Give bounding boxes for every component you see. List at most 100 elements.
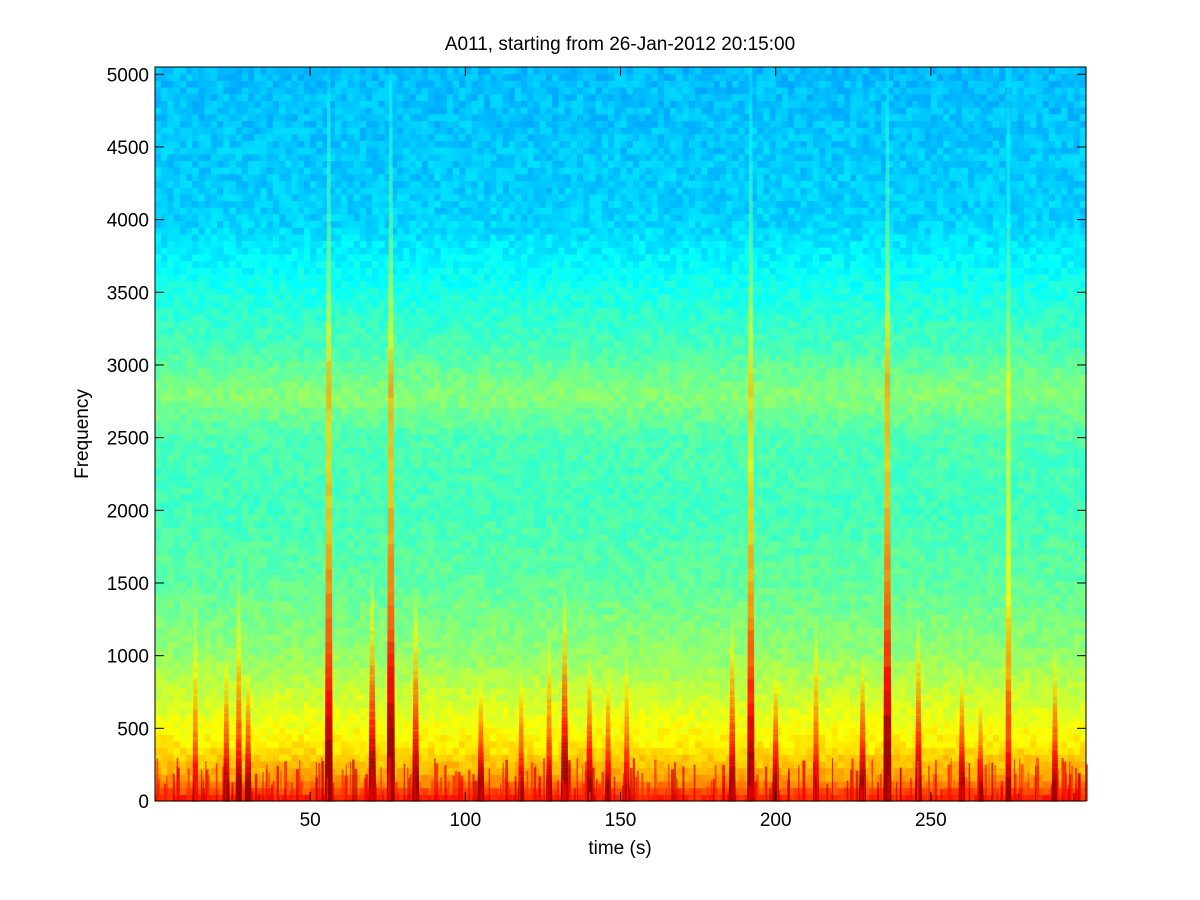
- heatmap-cell: [415, 380, 423, 388]
- heatmap-cell: [179, 133, 187, 141]
- heatmap-cell: [403, 67, 411, 75]
- heatmap-cell: [303, 127, 311, 135]
- heatmap-cell: [378, 687, 386, 695]
- heatmap-cell: [279, 333, 286, 342]
- heatmap-cell: [341, 680, 349, 689]
- heatmap-cell: [285, 620, 293, 629]
- heatmap-cell: [210, 120, 218, 128]
- heatmap-cell: [403, 434, 411, 442]
- heatmap-cell: [254, 634, 262, 642]
- heatmap-cell: [210, 93, 218, 101]
- heatmap-cell: [421, 660, 429, 669]
- heatmap-cell: [248, 500, 255, 508]
- heatmap-cell: [235, 207, 243, 215]
- heatmap-cell: [334, 434, 342, 442]
- heatmap-cell: [390, 253, 398, 262]
- heatmap-cell: [179, 240, 187, 248]
- heatmap-cell: [279, 687, 286, 695]
- heatmap-cell: [403, 260, 411, 268]
- heatmap-cell: [285, 527, 293, 535]
- heatmap-cell: [217, 240, 224, 248]
- heatmap-cell: [366, 200, 373, 208]
- heatmap-cell: [179, 380, 187, 388]
- heatmap-cell: [167, 587, 175, 595]
- heatmap-cell: [161, 100, 169, 108]
- heatmap-cell: [372, 407, 380, 415]
- heatmap-cell: [266, 207, 274, 215]
- heatmap-cell: [310, 320, 317, 328]
- heatmap-cell: [266, 80, 274, 88]
- heatmap-cell: [198, 720, 206, 729]
- heatmap-cell: [204, 760, 212, 769]
- heatmap-cell: [316, 520, 324, 529]
- heatmap-cell: [421, 120, 429, 128]
- heatmap-cell: [229, 393, 237, 402]
- heatmap-cell: [279, 667, 286, 675]
- heatmap-cell: [409, 707, 417, 715]
- heatmap-cell: [173, 313, 181, 322]
- heatmap-cell: [254, 594, 262, 602]
- heatmap-cell: [223, 574, 231, 582]
- heatmap-cell: [173, 180, 181, 188]
- heatmap-cell: [198, 580, 206, 589]
- heatmap-cell: [217, 80, 224, 88]
- heatmap-cell: [341, 660, 349, 669]
- heatmap-cell: [297, 180, 305, 188]
- heatmap-cell: [372, 167, 380, 175]
- heatmap-cell: [291, 113, 299, 121]
- heatmap-cell: [409, 213, 417, 222]
- heatmap-cell: [378, 720, 386, 729]
- heatmap-cell: [428, 187, 435, 195]
- heatmap-cell: [347, 160, 355, 168]
- heatmap-cell: [260, 220, 268, 228]
- heatmap-cell: [167, 500, 175, 508]
- heatmap-cell: [316, 227, 324, 235]
- heatmap-cell: [428, 467, 435, 475]
- heatmap-cell: [297, 127, 305, 135]
- heatmap-cell: [266, 267, 274, 275]
- heatmap-cell: [353, 113, 361, 121]
- heatmap-cell: [291, 734, 299, 742]
- heatmap-cell: [334, 393, 342, 402]
- heatmap-cell: [372, 360, 380, 368]
- heatmap-cell: [161, 740, 169, 749]
- heatmap-cell: [372, 80, 380, 88]
- heatmap-cell: [421, 447, 429, 455]
- heatmap-cell: [334, 480, 342, 488]
- heatmap-cell: [254, 240, 262, 248]
- heatmap-cell: [434, 747, 442, 755]
- heatmap-cell: [198, 340, 206, 348]
- heatmap-cell: [260, 300, 268, 308]
- heatmap-cell: [347, 140, 355, 148]
- heatmap-cell: [161, 454, 169, 462]
- heatmap-cell: [415, 213, 423, 222]
- heatmap-cell: [359, 660, 367, 669]
- heatmap-cell: [366, 280, 373, 288]
- heatmap-cell: [167, 714, 175, 722]
- heatmap-cell: [409, 120, 417, 128]
- heatmap-cell: [353, 700, 361, 709]
- heatmap-cell: [235, 127, 243, 135]
- heatmap-cell: [198, 620, 206, 629]
- heatmap-cell: [272, 594, 280, 602]
- heatmap-cell: [310, 447, 317, 455]
- heatmap-cell: [279, 794, 286, 802]
- heatmap-cell: [279, 767, 286, 775]
- heatmap-cell: [334, 127, 342, 135]
- heatmap-cell: [254, 220, 262, 228]
- heatmap-cell: [186, 260, 193, 268]
- heatmap-cell: [248, 680, 255, 689]
- heatmap-cell: [241, 173, 249, 182]
- heatmap-cell: [409, 93, 417, 101]
- heatmap-cell: [334, 680, 342, 689]
- heatmap-cell: [390, 420, 398, 428]
- heatmap-cell: [285, 320, 293, 328]
- heatmap-cell: [322, 320, 330, 328]
- heatmap-cell: [241, 133, 249, 141]
- heatmap-cell: [285, 460, 293, 468]
- heatmap-cell: [428, 627, 435, 635]
- heatmap-cell: [334, 707, 342, 715]
- heatmap-cell: [303, 67, 311, 75]
- heatmap-cell: [347, 380, 355, 388]
- heatmap-cell: [328, 213, 336, 222]
